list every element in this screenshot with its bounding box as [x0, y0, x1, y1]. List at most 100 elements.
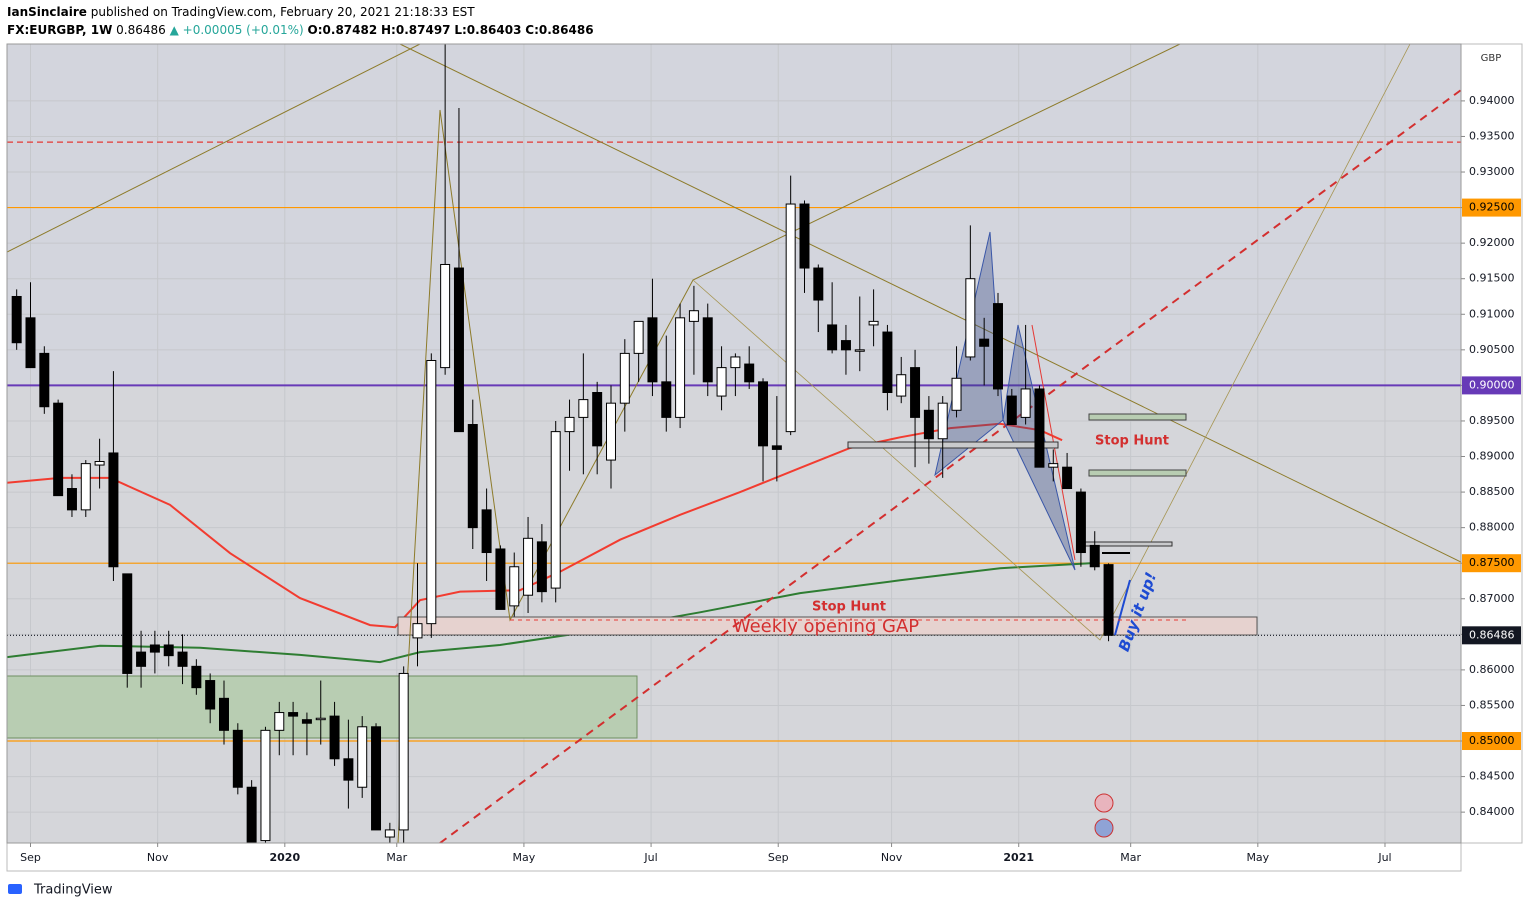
price-tag-label: 0.87500: [1469, 556, 1515, 569]
candle-body: [39, 352, 50, 408]
x-tick-label: Nov: [881, 851, 903, 864]
x-tick-label: Nov: [147, 851, 169, 864]
candle-body: [965, 278, 976, 358]
candle-body: [246, 786, 257, 843]
y-tick-label: 0.92000: [1469, 236, 1515, 249]
candle-body: [66, 488, 77, 511]
y-tick-label: 0.84000: [1469, 805, 1515, 818]
candle-body: [205, 680, 216, 710]
price-tag: [1462, 732, 1521, 751]
x-tick-label: Jul: [643, 851, 657, 864]
candle-body: [371, 726, 382, 831]
candle-body: [771, 445, 782, 450]
price-tag-label: 0.86486: [1469, 628, 1515, 641]
price-tag: [1462, 626, 1521, 645]
published: published on TradingView.com, February 2…: [91, 5, 476, 19]
candle-body: [910, 367, 921, 418]
y-tick-label: 0.89000: [1469, 450, 1515, 463]
x-tick-label: Mar: [386, 851, 407, 864]
candle-body: [191, 665, 202, 689]
candle-body: [647, 317, 658, 383]
zone: [1088, 413, 1187, 421]
candle-body: [536, 541, 547, 593]
symbol: FX:EURGBP, 1W: [7, 23, 112, 37]
y-tick-label: 0.90500: [1469, 343, 1515, 356]
arrow-line: [1114, 579, 1131, 636]
candle-body: [163, 644, 174, 657]
x-tick-label: May: [513, 851, 536, 864]
y-tick-label: 0.93000: [1469, 165, 1515, 178]
gap-zone: [397, 616, 1258, 636]
candle-body: [329, 715, 340, 760]
candle-body: [827, 324, 838, 351]
candle-body: [799, 203, 810, 269]
header-line: IanSinclaire published on TradingView.co…: [7, 5, 475, 19]
candle-body: [744, 363, 755, 383]
candle-body: [840, 340, 851, 351]
candle-body: [426, 359, 437, 625]
moving-average: [7, 562, 1091, 664]
annotation: Stop Hunt: [1095, 434, 1169, 449]
y-tick-label: 0.86000: [1469, 663, 1515, 676]
header-line: FX:EURGBP, 1W 0.86486 ▲ +0.00005 (+0.01%…: [7, 23, 594, 37]
price-tag-label: 0.85000: [1469, 734, 1515, 747]
candle-body: [1103, 564, 1114, 636]
event-icons: [1094, 793, 1114, 838]
price-tag-label: 0.90000: [1469, 378, 1515, 391]
ohlc: C:0.86486: [525, 23, 593, 37]
candle-body: [550, 431, 561, 589]
price-tag-label: 0.92500: [1469, 201, 1515, 214]
plot-upper-zone: [7, 44, 1461, 385]
x-tick-label: Sep: [768, 851, 789, 864]
zone: [1088, 469, 1187, 477]
candle-body: [80, 463, 91, 511]
candle-body: [440, 263, 451, 369]
demand-zone: [7, 675, 638, 739]
annotation: Weekly opening GAP: [733, 616, 919, 637]
candle-body: [149, 644, 160, 653]
candle-body: [384, 829, 395, 838]
candle-body: [951, 377, 962, 411]
candle-body: [882, 331, 893, 394]
x-tick-label: 2020: [269, 851, 300, 864]
annotation: Stop Hunt: [812, 600, 886, 615]
candle-body: [412, 623, 423, 639]
candle-body: [896, 374, 907, 397]
price-tag: [1462, 198, 1521, 217]
candle-body: [1006, 395, 1017, 426]
time-axis: [6, 842, 1462, 872]
candle-body: [25, 317, 36, 369]
candle-body: [619, 352, 630, 404]
y-tick-label: 0.88000: [1469, 521, 1515, 534]
zone: [847, 441, 1059, 449]
candle-body: [716, 367, 727, 397]
candle-body: [315, 717, 326, 721]
candle-body: [523, 537, 534, 596]
footer-brand[interactable]: TradingView: [33, 883, 113, 898]
candle-body: [1034, 388, 1045, 468]
candle-body: [11, 295, 22, 344]
candle-body: [232, 729, 243, 788]
ohlc: H:0.87497: [381, 23, 451, 37]
change: ▲ +0.00005 (+0.01%): [170, 23, 304, 37]
candle-body: [509, 566, 520, 607]
y-tick-label: 0.89500: [1469, 414, 1515, 427]
candle-body: [481, 509, 492, 554]
candle-body: [122, 573, 133, 674]
axis-unit: GBP: [1481, 53, 1502, 64]
y-tick-label: 0.85500: [1469, 698, 1515, 711]
candle-body: [398, 672, 409, 831]
candle-body: [53, 402, 64, 497]
candle-body: [453, 267, 464, 433]
x-tick-label: May: [1246, 851, 1269, 864]
candle-body: [108, 452, 119, 568]
candle-body: [633, 320, 644, 354]
trend-line: [7, 44, 421, 253]
author: IanSinclaire: [7, 5, 87, 19]
candle-body: [675, 317, 686, 418]
candle-body: [813, 267, 824, 301]
y-tick-label: 0.88500: [1469, 485, 1515, 498]
candle-body: [564, 416, 575, 433]
candle-body: [288, 712, 299, 717]
